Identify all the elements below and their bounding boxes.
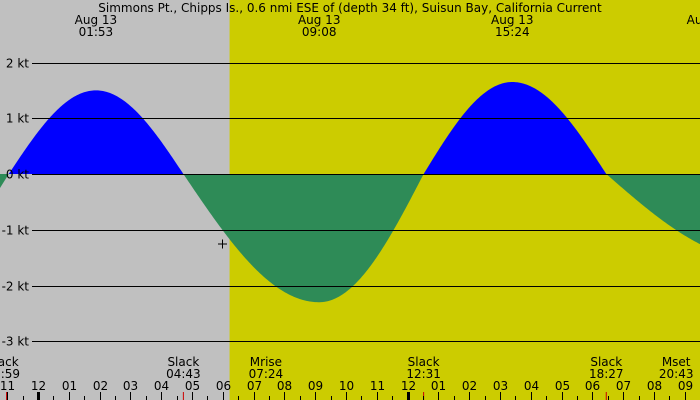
x-hour-label: 07 (247, 379, 262, 393)
y-tick-label: -1 kt (2, 224, 30, 238)
x-hour-label: 06 (216, 379, 231, 393)
top-event-date: Aug 13 (491, 13, 534, 27)
x-hour-label: 09 (678, 379, 693, 393)
bottom-event-label: Slack (408, 355, 440, 369)
x-hour-label: 10 (339, 379, 354, 393)
x-hour-label: 08 (647, 379, 662, 393)
y-tick-label: 2 kt (6, 57, 29, 71)
top-event-time: 09:08 (302, 25, 337, 39)
x-hour-label: 02 (93, 379, 108, 393)
bottom-event-label: Mset (662, 355, 691, 369)
cursor-crosshair (218, 239, 227, 249)
bottom-event-label: Mrise (250, 355, 282, 369)
ebb-area (607, 174, 700, 245)
bottom-event-label: Slack (590, 355, 622, 369)
x-hour-label: 07 (616, 379, 631, 393)
x-hour-label: 09 (308, 379, 323, 393)
x-hour-label: 12 (401, 379, 416, 393)
gridlines (32, 63, 700, 342)
bottom-event-label: Slack (167, 355, 199, 369)
bottom-event-time: 04:43 (166, 367, 201, 381)
x-hour-label: 05 (555, 379, 570, 393)
y-tick-label: -2 kt (2, 280, 30, 294)
x-hour-label: 11 (370, 379, 385, 393)
chart-title: Simmons Pt., Chipps Is., 0.6 nmi ESE of … (98, 1, 602, 15)
top-event-time: 15:24 (495, 25, 530, 39)
top-event-date: Aug 13 (298, 13, 341, 27)
top-event-time: 01:53 (79, 25, 114, 39)
y-tick-label: 1 kt (6, 112, 29, 126)
y-tick-label: 0 kt (6, 168, 29, 182)
y-tick-label: -3 kt (2, 335, 30, 349)
top-event-date: Aug 13 (687, 13, 700, 27)
x-hour-label: 05 (185, 379, 200, 393)
x-hour-label: 06 (585, 379, 600, 393)
top-event-date: Aug 13 (75, 13, 118, 27)
current-area-layer (0, 82, 700, 303)
x-hour-label: 04 (154, 379, 169, 393)
x-hour-label: 08 (277, 379, 292, 393)
flood-area (9, 90, 184, 175)
bottom-event-time: 20:43 (659, 367, 694, 381)
bottom-event-time: 07:24 (249, 367, 284, 381)
flood-area (424, 82, 607, 175)
x-axis: 11 12 01 02 03 04 05 06 07 08 09 10 11 12 01 02 03 04 05 06… (0, 379, 693, 400)
x-hour-label: 03 (123, 379, 138, 393)
y-axis-labels: 2 kt 1 kt 0 kt -1 kt -2 kt -3 kt (2, 57, 30, 349)
ebb-area (184, 173, 424, 303)
bottom-event-labels: lack2:59Slack04:43Mrise07:24Slack12:31Sl… (0, 355, 693, 400)
ebb-area (0, 174, 9, 188)
bottom-event-label: lack (0, 355, 19, 369)
x-hour-label: 02 (462, 379, 477, 393)
bottom-event-time: 12:31 (406, 367, 441, 381)
x-hour-label: 03 (493, 379, 508, 393)
bottom-event-time: 18:27 (589, 367, 624, 381)
bottom-event-time: 2:59 (0, 367, 20, 381)
x-hour-label: 12 (31, 379, 46, 393)
x-hour-label: 11 (0, 379, 15, 393)
x-hour-label: 01 (431, 379, 446, 393)
x-hour-label: 04 (524, 379, 539, 393)
x-hour-label: 01 (62, 379, 77, 393)
